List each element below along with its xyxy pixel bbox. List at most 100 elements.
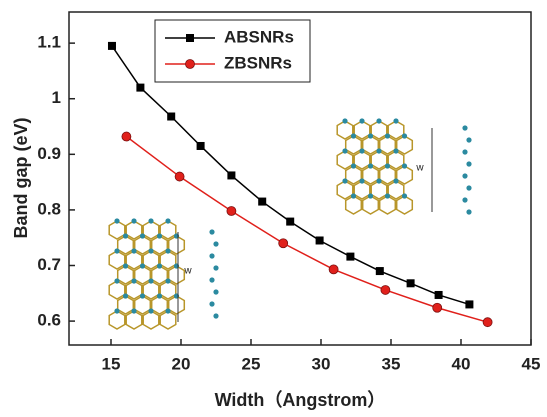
atom xyxy=(342,148,347,153)
y-axis-title: Band gap (eV) xyxy=(11,117,31,238)
atom xyxy=(123,263,128,268)
lattice-hex xyxy=(160,251,176,269)
marker xyxy=(483,318,492,327)
x-tick-label: 25 xyxy=(242,354,261,373)
lattice-hex xyxy=(126,221,142,239)
atom xyxy=(114,308,119,313)
atom xyxy=(148,248,153,253)
lattice-hex xyxy=(397,196,413,214)
atom xyxy=(148,218,153,223)
lattice-hex xyxy=(109,281,125,299)
atom xyxy=(466,161,471,166)
lattice-hex xyxy=(337,151,353,169)
lattice-hex xyxy=(169,236,185,254)
lattice-hex xyxy=(160,311,176,329)
atom xyxy=(209,253,214,258)
atom xyxy=(385,133,390,138)
legend-label: ZBSNRs xyxy=(224,53,292,72)
lattice-hex xyxy=(109,311,125,329)
marker xyxy=(167,113,175,121)
atom xyxy=(165,308,170,313)
lattice-hex xyxy=(143,221,159,239)
marker xyxy=(175,172,184,181)
atom xyxy=(462,197,467,202)
marker xyxy=(136,84,144,92)
atom xyxy=(393,178,398,183)
lattice-hex xyxy=(118,296,134,314)
marker xyxy=(407,279,415,287)
lattice-hex xyxy=(135,296,151,314)
atom xyxy=(131,278,136,283)
lattice-hex xyxy=(371,121,387,139)
lattice-hex xyxy=(152,266,168,284)
marker xyxy=(346,253,354,261)
atom xyxy=(114,278,119,283)
atom xyxy=(165,248,170,253)
lattice-hex xyxy=(363,196,379,214)
marker xyxy=(465,300,473,308)
lattice-hex xyxy=(135,236,151,254)
atom xyxy=(114,218,119,223)
marker xyxy=(329,265,338,274)
lattice-hex xyxy=(169,266,185,284)
atom xyxy=(376,118,381,123)
marker xyxy=(108,42,116,50)
x-tick-label: 15 xyxy=(102,354,121,373)
lattice-hex xyxy=(126,311,142,329)
lattice-hex xyxy=(160,281,176,299)
atom xyxy=(157,263,162,268)
series-line xyxy=(126,137,487,323)
atom xyxy=(148,308,153,313)
legend-label: ABSNRs xyxy=(224,27,294,46)
lattice-hex xyxy=(354,151,370,169)
x-tick-label: 30 xyxy=(312,354,331,373)
lattice-hex xyxy=(380,196,396,214)
atom xyxy=(213,289,218,294)
atom xyxy=(368,133,373,138)
marker xyxy=(227,171,235,179)
lattice-hex xyxy=(126,251,142,269)
atom xyxy=(376,148,381,153)
x-tick-label: 20 xyxy=(172,354,191,373)
atom xyxy=(342,178,347,183)
lattice-hex xyxy=(337,181,353,199)
x-tick-label: 45 xyxy=(522,354,541,373)
atom xyxy=(140,233,145,238)
atom xyxy=(114,248,119,253)
chart: Width（Angstrom） Band gap (eV) w w 152025… xyxy=(0,0,547,417)
lattice-hex xyxy=(388,151,404,169)
lattice-hex xyxy=(371,151,387,169)
marker xyxy=(381,285,390,294)
lattice-hex xyxy=(354,121,370,139)
lattice-hex xyxy=(152,236,168,254)
legend-marker xyxy=(186,34,194,42)
atom xyxy=(466,209,471,214)
atom xyxy=(131,248,136,253)
lattice-hex xyxy=(380,136,396,154)
x-axis-title: Width（Angstrom） xyxy=(215,390,386,410)
lattice-hex xyxy=(371,181,387,199)
atom xyxy=(462,149,467,154)
marker xyxy=(316,236,324,244)
atom xyxy=(165,218,170,223)
atom xyxy=(123,233,128,238)
marker xyxy=(286,218,294,226)
atom xyxy=(131,218,136,223)
lattice-hex xyxy=(346,136,362,154)
atom xyxy=(157,293,162,298)
lattice-hex xyxy=(118,236,134,254)
lattice-hex xyxy=(169,296,185,314)
series-line xyxy=(112,46,469,305)
x-tick-label: 40 xyxy=(452,354,471,373)
atom xyxy=(209,277,214,282)
atom xyxy=(140,263,145,268)
atom xyxy=(462,173,467,178)
lattice-hex xyxy=(126,281,142,299)
atom xyxy=(351,193,356,198)
atom xyxy=(402,193,407,198)
atom xyxy=(213,265,218,270)
lattice-hex xyxy=(397,166,413,184)
atom xyxy=(359,178,364,183)
y-tick-label: 1 xyxy=(52,88,61,107)
y-tick-label: 1.1 xyxy=(37,33,61,52)
